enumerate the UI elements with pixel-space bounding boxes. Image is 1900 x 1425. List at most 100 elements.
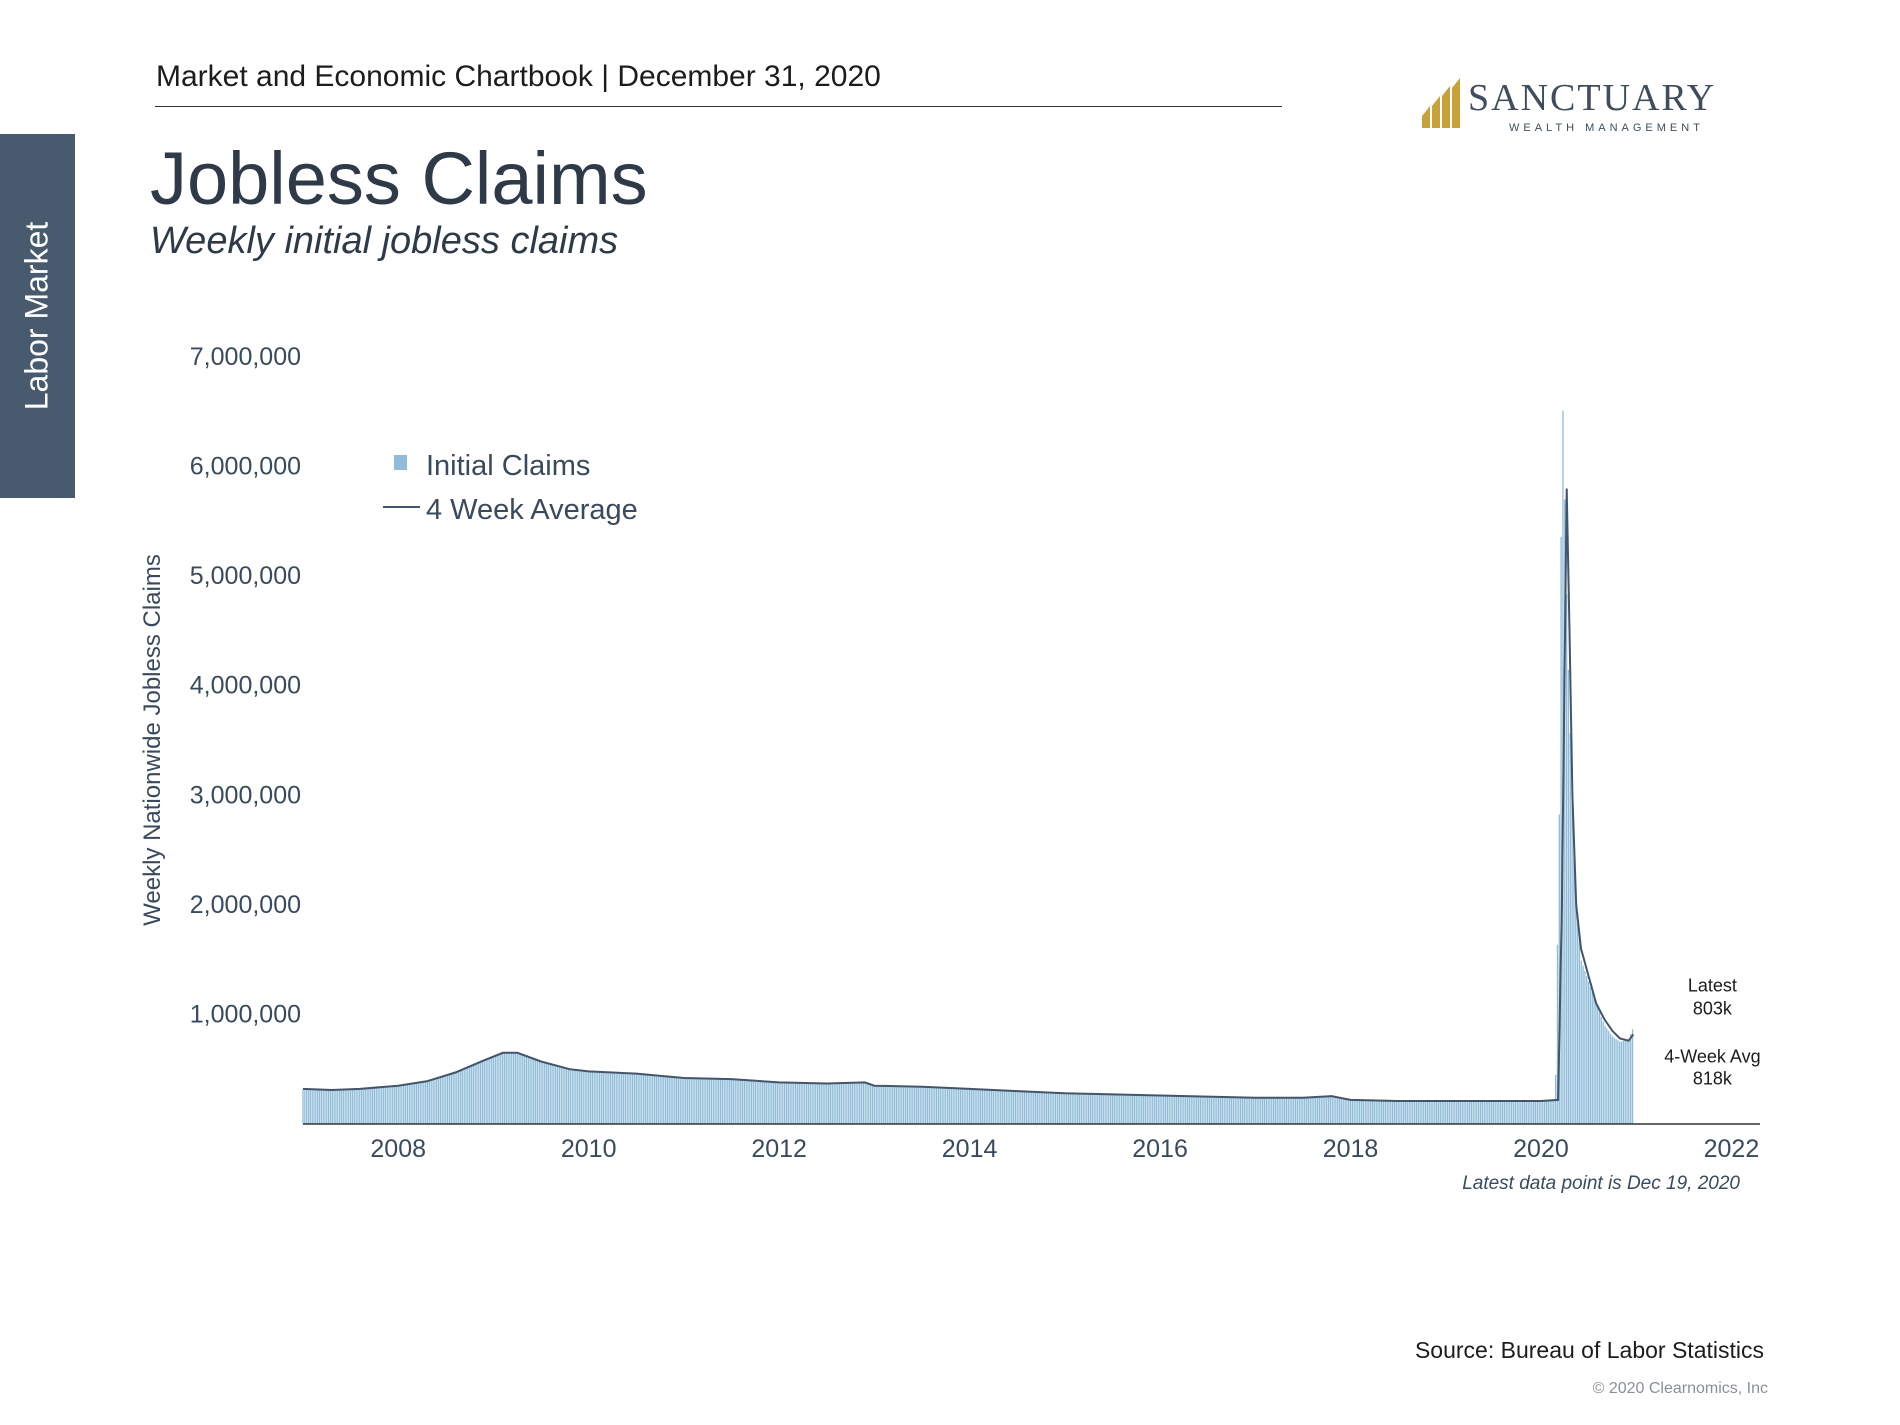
initial-claims-bar xyxy=(324,1089,326,1124)
initial-claims-bar xyxy=(1490,1100,1493,1124)
initial-claims-bar xyxy=(591,1071,594,1124)
initial-claims-bar xyxy=(1133,1094,1136,1124)
initial-claims-bar xyxy=(963,1088,965,1124)
initial-claims-bar xyxy=(628,1073,630,1124)
initial-claims-bar xyxy=(712,1078,714,1124)
initial-claims-bar xyxy=(622,1073,625,1124)
initial-claims-bar xyxy=(544,1062,546,1124)
initial-claims-bar xyxy=(661,1075,663,1124)
initial-claims-bar xyxy=(1172,1095,1174,1124)
initial-claims-bar xyxy=(1505,1100,1507,1124)
initial-claims-bar xyxy=(1120,1094,1123,1124)
initial-claims-bar xyxy=(1424,1100,1427,1124)
initial-claims-bar xyxy=(525,1056,528,1124)
initial-claims-bar xyxy=(939,1087,941,1124)
initial-claims-bar xyxy=(732,1079,735,1124)
initial-claims-bar xyxy=(1018,1091,1020,1124)
initial-claims-bar xyxy=(791,1082,793,1124)
initial-claims-bar xyxy=(1260,1097,1262,1124)
initial-claims-bar xyxy=(562,1067,564,1124)
initial-claims-bar xyxy=(926,1086,929,1124)
initial-claims-bar xyxy=(930,1087,932,1124)
initial-claims-bar xyxy=(1186,1096,1189,1124)
initial-claims-bar xyxy=(346,1089,348,1124)
initial-claims-bar xyxy=(899,1086,901,1124)
initial-claims-bar xyxy=(1532,1100,1535,1124)
initial-claims-bar xyxy=(1468,1100,1471,1124)
initial-claims-bar xyxy=(1042,1092,1044,1124)
initial-claims-bar xyxy=(950,1088,952,1124)
initial-claims-bar xyxy=(593,1071,595,1124)
initial-claims-bar xyxy=(1020,1091,1022,1124)
initial-claims-bar xyxy=(1335,1096,1337,1124)
initial-claims-bar xyxy=(655,1075,658,1124)
initial-claims-bar xyxy=(1005,1090,1007,1124)
x-tick-label: 2016 xyxy=(1132,1135,1188,1163)
initial-claims-bar xyxy=(1450,1100,1452,1124)
initial-claims-bar xyxy=(1589,986,1592,1124)
initial-claims-bar xyxy=(388,1086,390,1124)
initial-claims-bar xyxy=(710,1078,713,1124)
initial-claims-bar xyxy=(1047,1092,1050,1124)
initial-claims-bar xyxy=(890,1086,892,1124)
initial-claims-bar xyxy=(620,1072,623,1124)
initial-claims-bar xyxy=(1573,841,1575,1124)
initial-claims-bar xyxy=(342,1089,344,1124)
initial-claims-bar xyxy=(793,1082,795,1124)
initial-claims-bar xyxy=(1549,1100,1551,1124)
initial-claims-bar xyxy=(1509,1100,1511,1124)
initial-claims-bar xyxy=(1150,1095,1152,1124)
initial-claims-bar xyxy=(694,1078,696,1124)
initial-claims-bar xyxy=(1023,1091,1026,1124)
initial-claims-bar xyxy=(1349,1099,1352,1124)
initial-claims-bar xyxy=(749,1080,751,1124)
legend-label-initial-claims: Initial Claims xyxy=(426,450,590,482)
initial-claims-bar xyxy=(763,1081,766,1124)
initial-claims-bar xyxy=(787,1082,789,1124)
initial-claims-bar xyxy=(1214,1096,1216,1124)
initial-claims-bar xyxy=(511,1052,513,1124)
initial-claims-bar xyxy=(1261,1097,1264,1124)
initial-claims-bar xyxy=(1331,1095,1333,1124)
initial-claims-bar xyxy=(1289,1097,1291,1124)
initial-claims-bar xyxy=(848,1082,850,1124)
initial-claims-bar xyxy=(1624,1040,1626,1124)
initial-claims-bar xyxy=(798,1082,800,1124)
initial-claims-bar xyxy=(976,1089,978,1124)
initial-claims-bar xyxy=(547,1063,550,1124)
initial-claims-bar xyxy=(932,1087,934,1124)
initial-claims-bar xyxy=(1109,1094,1112,1124)
initial-claims-bar xyxy=(1055,1092,1057,1124)
initial-claims-bar xyxy=(935,1087,938,1124)
side-tab xyxy=(0,134,75,498)
initial-claims-bar xyxy=(1062,1093,1064,1124)
logo-mark-icon xyxy=(1422,78,1460,128)
initial-claims-bar xyxy=(908,1086,910,1124)
initial-claims-bar xyxy=(586,1071,588,1124)
initial-claims-bar xyxy=(479,1060,482,1124)
initial-claims-bar xyxy=(1360,1100,1363,1124)
initial-claims-bar xyxy=(1093,1093,1095,1124)
initial-claims-bar xyxy=(1430,1100,1432,1124)
initial-claims-bar xyxy=(307,1089,310,1124)
initial-claims-bar xyxy=(348,1089,350,1124)
initial-claims-bar xyxy=(371,1087,374,1124)
initial-claims-bar xyxy=(1483,1100,1485,1124)
initial-claims-bar xyxy=(589,1071,592,1124)
initial-claims-bar xyxy=(533,1058,535,1124)
initial-claims-bar xyxy=(316,1089,319,1124)
initial-claims-bar xyxy=(765,1081,767,1124)
initial-claims-bar xyxy=(375,1087,377,1124)
initial-claims-bar xyxy=(796,1082,799,1124)
initial-claims-bar xyxy=(1602,1021,1604,1124)
initial-claims-bar xyxy=(1351,1099,1354,1124)
initial-claims-bar xyxy=(1142,1095,1145,1124)
initial-claims-bar xyxy=(1481,1100,1484,1124)
initial-claims-bar xyxy=(641,1074,643,1124)
initial-claims-bar xyxy=(496,1054,498,1124)
initial-claims-bar xyxy=(870,1084,872,1124)
initial-claims-bar xyxy=(679,1077,681,1124)
initial-claims-bar xyxy=(461,1068,463,1124)
initial-claims-bar xyxy=(1399,1100,1401,1124)
